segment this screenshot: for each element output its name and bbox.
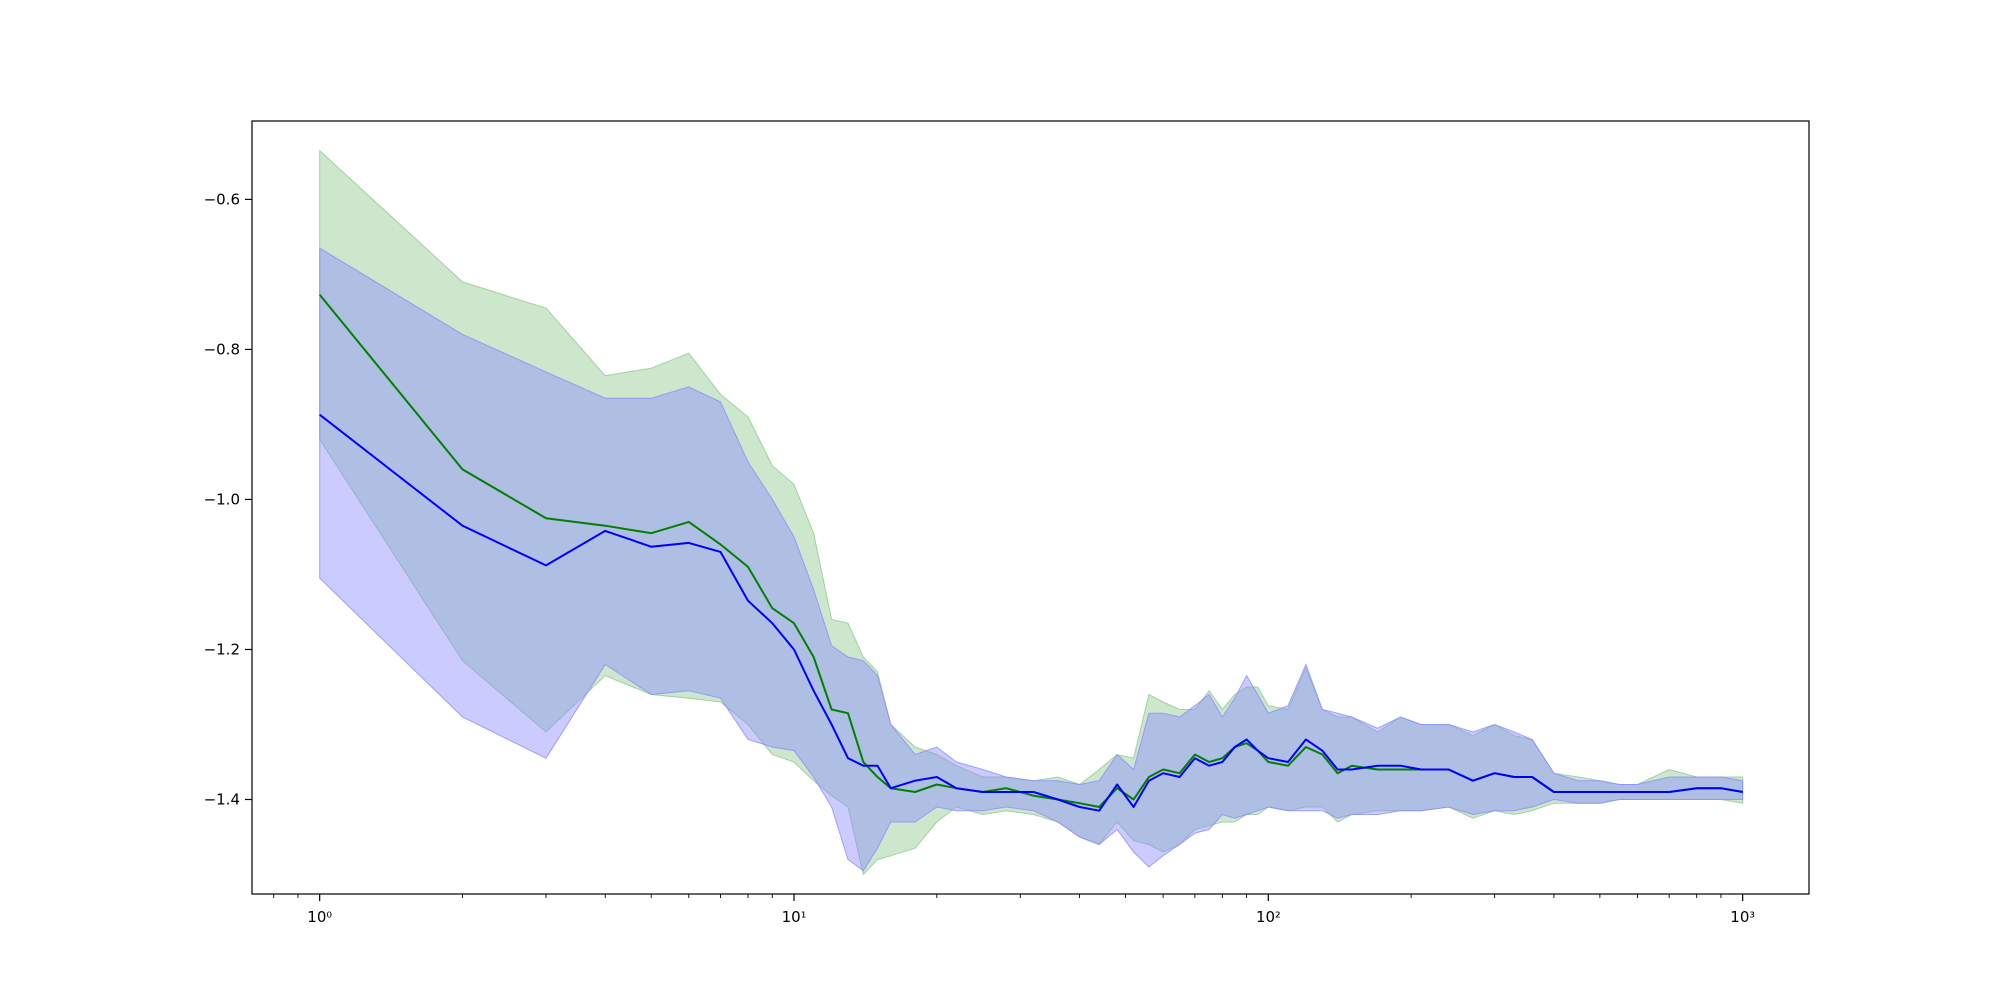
- series-1-band: [319, 149, 1744, 876]
- x-tick-label: 10²: [1256, 908, 1281, 926]
- y-tick-label: −1.4: [204, 790, 240, 808]
- y-axis: −0.6 −0.8 −1.0 −1.2 −1.4: [204, 190, 252, 808]
- series-lines: [318, 294, 1743, 812]
- y-tick-label: −0.6: [204, 190, 240, 208]
- y-tick-label: −0.8: [204, 340, 240, 358]
- series-2-band: [319, 247, 1744, 872]
- x-tick-label: 10⁰: [307, 908, 332, 926]
- y-tick-label: −1.2: [204, 640, 240, 658]
- series-2-line: [319, 413, 1743, 812]
- x-axis: 10⁰ 10¹ 10² 10³: [273, 894, 1755, 926]
- x-tick-label: 10¹: [782, 908, 807, 926]
- y-tick-label: −1.0: [204, 490, 240, 508]
- x-tick-label: 10³: [1730, 908, 1755, 926]
- plot-frame: [251, 120, 1810, 895]
- confidence-bands: [319, 149, 1744, 876]
